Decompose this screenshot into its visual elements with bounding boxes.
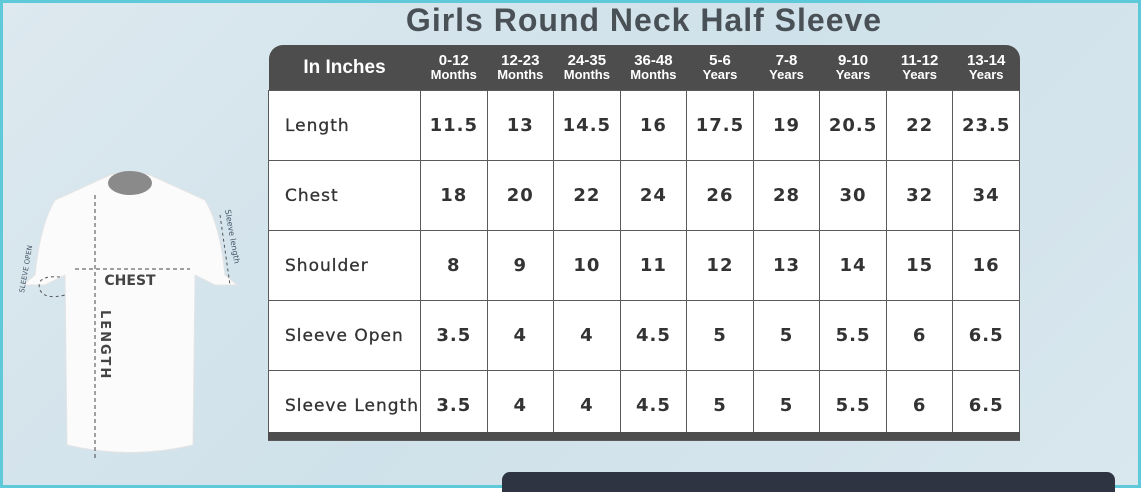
table-row: Sleeve Length 3.5 4 4 4.5 5 5 5.5 6 6.5: [268, 370, 1020, 441]
table-cell: 5.5: [819, 370, 887, 441]
row-label: Shoulder: [268, 230, 421, 301]
size-unit: Months: [497, 66, 544, 82]
size-range: 36-48: [634, 51, 673, 69]
table-cell: 11: [619, 230, 688, 301]
table-cell: 15: [885, 230, 954, 301]
table-row: Sleeve Open 3.5 4 4 4.5 5 5 5.5 6 6.5: [268, 300, 1020, 371]
page-title: Girls Round Neck Half Sleeve: [405, 2, 883, 38]
table-cell: 23.5: [952, 90, 1020, 161]
table-cell: 6: [885, 370, 954, 441]
size-range: 9-10: [838, 51, 869, 69]
table-cell: 4: [486, 370, 555, 441]
table-cell: 10: [553, 230, 621, 301]
size-header: 24-35 Months: [553, 45, 621, 91]
table-cell: 3.5: [420, 370, 488, 441]
table-cell: 24: [619, 160, 688, 231]
table-row: Chest 18 20 22 24 26 28 30 32 34: [268, 160, 1020, 231]
table-cell: 5: [752, 370, 821, 441]
chest-label: CHEST: [104, 273, 156, 289]
sleeve-open-label: SLEEVE OPEN: [18, 245, 34, 294]
table-cell: 18: [420, 160, 488, 231]
table-cell: 22: [553, 160, 621, 231]
row-label: Chest: [268, 160, 421, 231]
table-cell: 14.5: [553, 90, 621, 161]
table-cell: 13: [486, 90, 555, 161]
size-unit: Years: [835, 66, 871, 82]
table-cell: 4: [553, 370, 621, 441]
table-cell: 22: [885, 90, 954, 161]
table-cell: 13: [752, 230, 821, 301]
table-cell: 16: [952, 230, 1020, 301]
size-unit: Months: [430, 66, 477, 82]
table-cell: 34: [952, 160, 1020, 231]
table-cell: 20: [486, 160, 555, 231]
table-cell: 4.5: [619, 300, 688, 371]
size-range: 13-14: [967, 51, 1006, 69]
table-cell: 5: [686, 300, 754, 371]
table-cell: 11.5: [420, 90, 488, 161]
size-header: 5-6 Years: [686, 45, 754, 91]
table-cell: 17.5: [686, 90, 754, 161]
size-header: 7-8 Years: [753, 45, 820, 91]
table-cell: 4: [486, 300, 555, 371]
size-header: 11-12 Years: [886, 45, 953, 91]
size-range: 24-35: [567, 51, 607, 69]
table-cell: 26: [686, 160, 754, 231]
size-header: 12-23 Months: [487, 45, 554, 91]
row-label: Length: [268, 90, 421, 161]
table-cell: 16: [619, 90, 688, 161]
table-cell: 5: [686, 370, 754, 441]
sleeve-length-label: Sleeve length: [223, 209, 241, 265]
table-row: Length 11.5 13 14.5 16 17.5 19 20.5 22 23.5: [268, 90, 1020, 161]
tshirt-diagram: CHEST LENGTH SLEEVE OPEN Sleeve length: [18, 171, 241, 458]
length-label: LENGTH: [97, 310, 112, 380]
header-row: In Inches 0-12 Months 12-23 Months 24-35 Mont…: [268, 45, 1020, 91]
table-row: Shoulder 8 9 10 11 12 13 14 15 16: [268, 230, 1020, 301]
table-cell: 8: [420, 230, 488, 301]
row-label: Sleeve Length: [268, 370, 421, 441]
size-range: 12-23: [501, 51, 540, 69]
table-cell: 28: [752, 160, 821, 231]
table-cell: 30: [819, 160, 887, 231]
unit-header: In Inches: [268, 45, 421, 91]
table-cell: 12: [686, 230, 754, 301]
size-range: 11-12: [900, 51, 939, 69]
table-cell: 6: [885, 300, 954, 371]
size-unit: Years: [769, 66, 804, 82]
size-header: 13-14 Years: [952, 45, 1020, 91]
table-cell: 19: [752, 90, 821, 161]
table-cell: 6.5: [952, 300, 1020, 371]
table-bottom-bar: [268, 432, 1020, 440]
size-header: 0-12 Months: [420, 45, 488, 91]
size-unit: Months: [630, 66, 677, 82]
size-range: 5-6: [709, 51, 731, 69]
row-label: Sleeve Open: [268, 300, 421, 371]
table-cell: 20.5: [819, 90, 887, 161]
table-cell: 32: [885, 160, 954, 231]
size-range: 7-8: [775, 51, 798, 69]
table-cell: 9: [486, 230, 555, 301]
table-cell: 3.5: [420, 300, 488, 371]
size-unit: Months: [563, 66, 610, 82]
size-chart-table: In Inches 0-12 Months 12-23 Months 24-35 Mont…: [268, 45, 1020, 441]
bottom-panel: [502, 472, 1115, 492]
size-header: 9-10 Years: [819, 45, 887, 91]
size-unit: Years: [702, 66, 738, 82]
table-cell: 4.5: [619, 370, 688, 441]
size-header: 36-48 Months: [620, 45, 687, 91]
table-cell: 4: [553, 300, 621, 371]
size-unit: Years: [902, 66, 937, 82]
size-unit: Years: [968, 66, 1004, 82]
table-cell: 5: [752, 300, 821, 371]
table-cell: 5.5: [819, 300, 887, 371]
size-range: 0-12: [438, 51, 469, 69]
table-cell: 14: [819, 230, 887, 301]
table-cell: 6.5: [952, 370, 1020, 441]
